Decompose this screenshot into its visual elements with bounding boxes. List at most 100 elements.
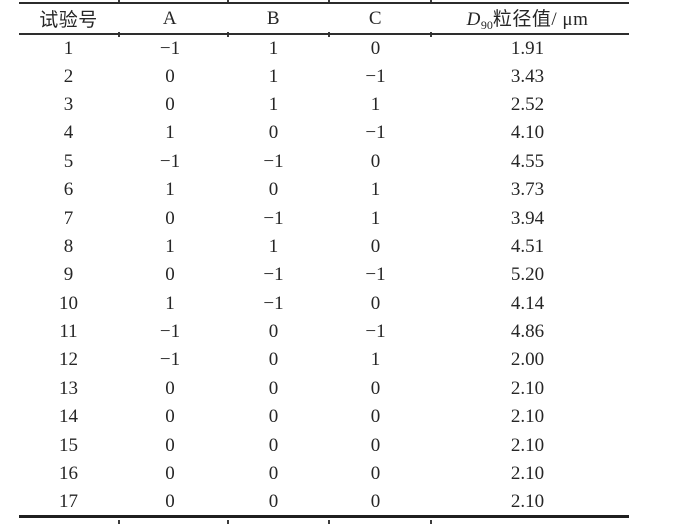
cell-d90: 2.10 bbox=[510, 434, 545, 456]
table-body: 1 −1 1 0 1.91 2 0 1 −1 3.43 3 0 1 1 2.52 4 1 0 −1 4.10 5 −1 −1… bbox=[19, 34, 629, 517]
header-row: 试验号 A B C D90粒径值/ μm bbox=[19, 3, 629, 34]
table-row: 1 −1 1 0 1.91 bbox=[19, 34, 629, 62]
table-row: 16 0 0 0 2.10 bbox=[19, 460, 629, 488]
cell-d90: 3.94 bbox=[510, 207, 545, 229]
cell-d90: 5.20 bbox=[510, 264, 545, 286]
column-border-artifact bbox=[328, 32, 330, 37]
header-factor-a: A bbox=[162, 7, 178, 29]
cell-run: 15 bbox=[59, 434, 78, 456]
cell-d90: 3.73 bbox=[510, 179, 545, 201]
cell-c: −1 bbox=[365, 122, 386, 144]
cell-c: 0 bbox=[370, 150, 381, 172]
column-border-artifact bbox=[430, 0, 432, 3]
cell-c: 0 bbox=[370, 463, 381, 485]
cell-d90: 4.14 bbox=[510, 292, 545, 314]
table-row: 9 0 −1 −1 5.20 bbox=[19, 261, 629, 289]
cell-d90: 2.10 bbox=[510, 463, 545, 485]
header-d90-particle-size: D90粒径值/ μm bbox=[426, 3, 629, 34]
cell-run: 9 bbox=[63, 264, 74, 286]
cell-a: −1 bbox=[159, 37, 181, 59]
cell-a: 0 bbox=[165, 207, 175, 229]
cell-c: 0 bbox=[370, 406, 381, 428]
cell-b: 0 bbox=[268, 122, 279, 144]
cell-b: 0 bbox=[268, 377, 279, 399]
cell-b: −1 bbox=[263, 207, 284, 229]
column-border-artifact bbox=[430, 32, 432, 37]
cell-b: 1 bbox=[268, 235, 279, 257]
header-factor-b: B bbox=[266, 7, 281, 29]
table-row: 17 0 0 0 2.10 bbox=[19, 488, 629, 516]
cell-a: 0 bbox=[165, 463, 175, 485]
cell-a: 1 bbox=[165, 179, 175, 201]
cell-run: 8 bbox=[63, 235, 74, 257]
cell-c: −1 bbox=[365, 264, 386, 286]
cell-c: 1 bbox=[370, 207, 381, 229]
header-run-number: 试验号 bbox=[39, 10, 98, 31]
cell-d90: 4.86 bbox=[510, 321, 545, 343]
cell-run: 14 bbox=[59, 406, 78, 428]
cell-a: 0 bbox=[165, 264, 175, 286]
cell-d90: 2.00 bbox=[510, 349, 545, 371]
experiment-results-table-wrap: 试验号 A B C D90粒径值/ μm 1 −1 1 0 1.91 2 0 1 −1 3.43 3… bbox=[19, 2, 629, 519]
cell-d90: 2.10 bbox=[510, 406, 545, 428]
cell-run: 1 bbox=[63, 37, 74, 59]
cell-a: 0 bbox=[165, 65, 175, 87]
cell-b: −1 bbox=[263, 150, 284, 172]
cell-b: −1 bbox=[263, 292, 284, 314]
column-border-artifact bbox=[227, 0, 229, 3]
cell-c: 1 bbox=[370, 93, 381, 115]
d90-subscript: 90 bbox=[480, 18, 493, 32]
table-row: 8 1 1 0 4.51 bbox=[19, 233, 629, 261]
table-row: 7 0 −1 1 3.94 bbox=[19, 204, 629, 232]
cell-run: 2 bbox=[63, 65, 74, 87]
cell-d90: 2.10 bbox=[510, 490, 545, 512]
cell-c: 0 bbox=[370, 377, 381, 399]
table-row: 14 0 0 0 2.10 bbox=[19, 403, 629, 431]
cell-c: 0 bbox=[370, 235, 381, 257]
cell-c: 0 bbox=[370, 490, 381, 512]
table-row: 2 0 1 −1 3.43 bbox=[19, 62, 629, 90]
cell-c: −1 bbox=[365, 321, 386, 343]
table-row: 6 1 0 1 3.73 bbox=[19, 176, 629, 204]
cell-d90: 2.10 bbox=[510, 377, 545, 399]
cell-b: 0 bbox=[268, 349, 279, 371]
column-border-artifact bbox=[118, 0, 120, 3]
cell-c: 0 bbox=[370, 434, 381, 456]
cell-b: −1 bbox=[263, 264, 284, 286]
cell-b: 1 bbox=[268, 93, 279, 115]
cell-b: 0 bbox=[268, 463, 279, 485]
cell-run: 13 bbox=[59, 377, 78, 399]
cell-run: 10 bbox=[59, 292, 78, 314]
d90-unit-label: 粒径值/ μm bbox=[492, 9, 589, 30]
cell-a: 0 bbox=[165, 434, 175, 456]
cell-c: −1 bbox=[365, 65, 386, 87]
cell-a: 0 bbox=[165, 377, 175, 399]
cell-b: 0 bbox=[268, 490, 279, 512]
cell-d90: 1.91 bbox=[510, 37, 545, 59]
cell-b: 0 bbox=[268, 406, 279, 428]
cell-run: 7 bbox=[63, 207, 74, 229]
cell-a: 0 bbox=[165, 490, 175, 512]
cell-a: 1 bbox=[165, 292, 175, 314]
cell-b: 0 bbox=[268, 179, 279, 201]
cell-b: 1 bbox=[268, 37, 279, 59]
cell-run: 5 bbox=[63, 150, 74, 172]
cell-b: 0 bbox=[268, 434, 279, 456]
cell-c: 1 bbox=[370, 349, 381, 371]
table-row: 12 −1 0 1 2.00 bbox=[19, 346, 629, 374]
table-row: 11 −1 0 −1 4.86 bbox=[19, 318, 629, 346]
cell-run: 6 bbox=[63, 179, 74, 201]
column-border-artifact bbox=[430, 520, 432, 524]
cell-run: 12 bbox=[59, 349, 78, 371]
cell-b: 1 bbox=[268, 65, 279, 87]
cell-a: −1 bbox=[159, 349, 181, 371]
cell-d90: 4.51 bbox=[510, 235, 545, 257]
column-border-artifact bbox=[118, 32, 120, 37]
cell-b: 0 bbox=[268, 321, 279, 343]
table-row: 4 1 0 −1 4.10 bbox=[19, 119, 629, 147]
cell-run: 16 bbox=[59, 463, 78, 485]
column-border-artifact bbox=[227, 32, 229, 37]
cell-a: −1 bbox=[159, 321, 181, 343]
column-border-artifact bbox=[118, 520, 120, 524]
cell-d90: 4.10 bbox=[510, 122, 545, 144]
